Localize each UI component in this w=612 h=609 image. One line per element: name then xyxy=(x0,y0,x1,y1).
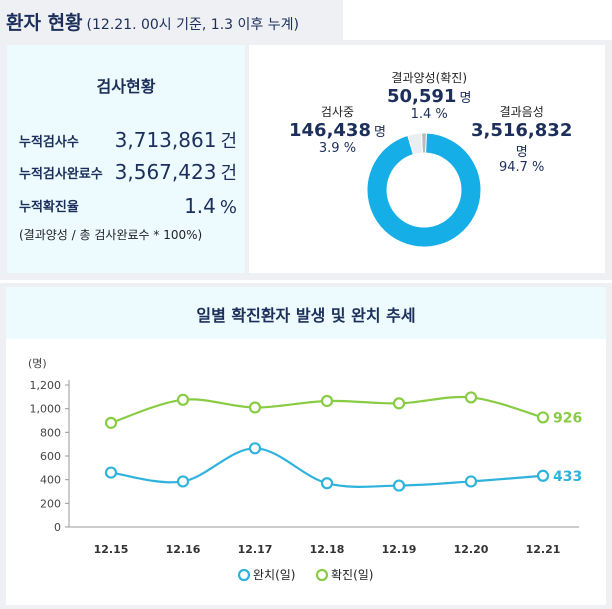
page-subtitle: (12.21. 00시 기준, 1.3 이후 누계) xyxy=(86,17,299,33)
donut-slice xyxy=(407,132,423,156)
stat-label: 누적확진율 xyxy=(19,200,79,215)
data-point[interactable] xyxy=(176,475,190,488)
y-tick-label: 1,200 xyxy=(30,379,62,392)
data-point[interactable] xyxy=(392,397,406,410)
y-tick-label: 0 xyxy=(54,521,61,534)
stat-row-positive-rate: 누적확진율 1.4% xyxy=(19,190,237,218)
data-point[interactable] xyxy=(176,393,190,406)
stat-row-completed-tests: 누적검사완료수 3,567,423 건 xyxy=(19,157,237,185)
donut-label-negative: 결과음성 3,516,832 명 94.7 % xyxy=(471,105,573,175)
test-status-title: 검사현황 xyxy=(96,77,156,96)
data-point[interactable] xyxy=(536,469,550,482)
series-end-label: 926 xyxy=(553,410,582,426)
y-tick-label: 600 xyxy=(40,450,61,463)
data-point[interactable] xyxy=(320,394,334,408)
chart-title-bar: 일별 확진환자 발생 및 완치 추세 xyxy=(6,287,606,339)
data-point[interactable] xyxy=(248,442,262,455)
legend-label[interactable]: 완치(일) xyxy=(253,568,295,582)
data-point[interactable] xyxy=(536,411,550,424)
y-axis-label: (명) xyxy=(28,357,47,370)
positive-rate-formula: (결과양성 / 총 검사완료수 * 100%) xyxy=(19,228,203,242)
data-point[interactable] xyxy=(104,466,118,479)
data-point[interactable] xyxy=(248,401,262,414)
y-tick-label: 200 xyxy=(40,497,61,510)
summary-section: 검사현황 누적검사수 3,713,861 건 누적검사완료수 3,567,423 건… xyxy=(0,40,612,280)
legend-marker[interactable] xyxy=(315,568,329,582)
test-status-panel: 검사현황 누적검사수 3,713,861 건 누적검사완료수 3,567,423 건… xyxy=(7,45,245,273)
donut-label-in-progress: 검사중 146,438 명 3.9 % xyxy=(289,105,386,156)
header-bar: 환자 현황 (12.21. 00시 기준, 1.3 이후 누계) xyxy=(0,0,343,40)
series-end-label: 433 xyxy=(553,469,582,485)
chart-title: 일별 확진환자 발생 및 완치 추세 xyxy=(196,306,416,325)
page-title: 환자 현황 (12.21. 00시 기준, 1.3 이후 누계) xyxy=(6,12,299,34)
y-tick-label: 1,000 xyxy=(30,403,62,416)
stat-value: 3,567,423 건 xyxy=(114,160,237,184)
data-point[interactable] xyxy=(320,477,334,490)
x-tick-label: 12.19 xyxy=(382,543,417,556)
stat-label: 누적검사수 xyxy=(19,135,79,150)
trend-chart-panel: 일별 확진환자 발생 및 완치 추세 (명) 0 200 400 600 800 1,00… xyxy=(6,287,606,605)
data-point[interactable] xyxy=(464,391,478,404)
data-point[interactable] xyxy=(392,479,406,492)
data-point[interactable] xyxy=(464,475,478,488)
stat-value: 3,713,861 건 xyxy=(114,128,237,152)
x-tick-label: 12.21 xyxy=(526,543,561,556)
trend-section: 일별 확진환자 발생 및 완치 추세 (명) 0 200 400 600 800 1,00… xyxy=(0,283,612,609)
donut-label-positive: 결과양성(확진) 50,591 명 1.4 % xyxy=(387,71,472,122)
stat-label: 누적검사완료수 xyxy=(19,167,103,182)
stat-row-total-tests: 누적검사수 3,713,861 건 xyxy=(19,125,237,153)
trend-line-chart: (명) 0 200 400 600 800 1,000 1,200 12.15 12.16 12.… xyxy=(28,357,582,582)
test-result-donut-panel: 검사중 146,438 명 3.9 % 결과양성(확진) 50,591 명 1.4 … xyxy=(249,45,605,273)
donut-slice xyxy=(366,132,482,248)
test-result-donut xyxy=(366,132,482,248)
x-tick-label: 12.15 xyxy=(94,543,129,556)
legend-label[interactable]: 확진(일) xyxy=(331,568,373,582)
x-tick-label: 12.20 xyxy=(454,543,489,556)
stat-value: 1.4% xyxy=(184,194,237,218)
legend-marker[interactable] xyxy=(237,568,251,582)
data-point[interactable] xyxy=(104,416,118,429)
y-tick-label: 800 xyxy=(40,426,61,439)
x-tick-label: 12.18 xyxy=(310,543,345,556)
x-tick-label: 12.17 xyxy=(238,543,273,556)
y-tick-label: 400 xyxy=(40,474,61,487)
x-tick-label: 12.16 xyxy=(166,543,201,556)
